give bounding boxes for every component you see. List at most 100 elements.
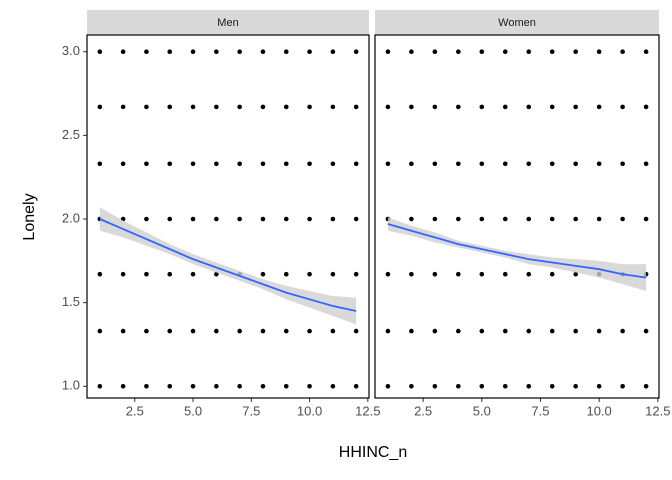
point [573,216,578,222]
point [167,161,173,167]
x-tick-label: 10.0 [586,403,611,418]
point [526,104,532,110]
point [237,104,242,110]
point [643,104,649,110]
x-axis-title: HHINC_n [339,444,407,461]
point [432,104,438,110]
point [144,49,149,55]
point [409,216,414,222]
point [432,271,438,277]
point [330,271,336,277]
x-tick-label: 7.5 [531,403,549,418]
point [456,271,461,277]
point [330,328,336,334]
point [456,383,461,389]
point [353,49,359,55]
point [526,271,532,277]
x-tick-label: 7.5 [242,403,260,418]
point [573,104,578,110]
point [237,161,242,167]
point [573,161,578,167]
point [432,49,438,55]
point [167,383,173,389]
x-tick-label: 12.5 [355,403,380,418]
point [260,104,266,110]
point [643,49,649,55]
point [620,161,625,167]
panel-border [374,34,660,399]
point [502,104,508,110]
point [502,383,508,389]
point [385,271,391,277]
point [409,104,414,110]
point [620,49,625,55]
x-tick-label: 12.5 [645,403,670,418]
point [330,216,336,222]
point [479,216,485,222]
point [573,383,578,389]
point [456,328,461,334]
point [526,383,532,389]
confidence-band [387,217,647,291]
point [385,49,391,55]
point [596,161,602,167]
point [353,104,359,110]
point [409,383,414,389]
point [549,216,555,222]
point [643,383,649,389]
point [526,328,532,334]
point [120,271,126,277]
point [456,104,461,110]
point [549,271,555,277]
point [214,271,219,277]
point [526,216,532,222]
point [409,49,414,55]
point [549,161,555,167]
point [97,161,103,167]
point [596,216,602,222]
point [190,328,196,334]
point [330,383,336,389]
point [237,49,242,55]
point [479,328,485,334]
x-tick-label: 5.0 [473,403,491,418]
point [479,104,485,110]
point [432,216,438,222]
point [573,49,578,55]
panel [87,35,369,398]
point [330,161,336,167]
strip [87,10,369,35]
point [643,216,649,222]
point [144,271,149,277]
point [385,328,391,334]
point [120,383,126,389]
x-tick-label: 5.0 [184,403,202,418]
point [237,216,242,222]
point [620,104,625,110]
y-tick-label: 1.0 [62,378,80,393]
point [456,49,461,55]
point [353,383,359,389]
point [260,328,266,334]
point [167,49,173,55]
y-tick-label: 3.0 [62,43,80,58]
point [144,383,149,389]
point [307,216,312,222]
point [432,328,438,334]
point [502,328,508,334]
point [237,328,242,334]
point [353,271,359,277]
point [260,271,266,277]
point [502,49,508,55]
point [260,383,266,389]
point [456,216,461,222]
point [596,383,602,389]
point [120,161,126,167]
point [214,328,219,334]
point [283,328,289,334]
point [502,216,508,222]
point [260,161,266,167]
point [120,49,126,55]
point [307,328,312,334]
point [620,383,625,389]
